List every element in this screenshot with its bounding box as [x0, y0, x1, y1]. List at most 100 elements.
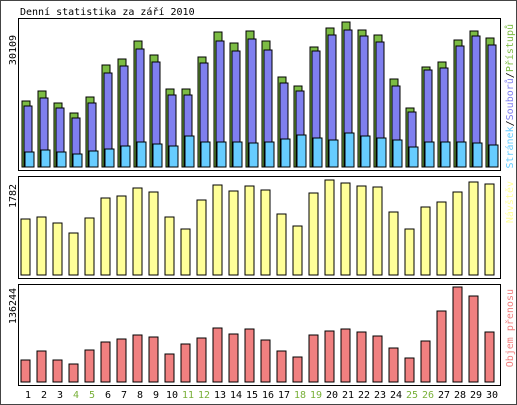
bar-visits-day-18 — [292, 225, 303, 276]
bar-traffic-day-29 — [468, 295, 479, 383]
bar-pages-day-18 — [296, 134, 307, 168]
x-tick-label-day-30: 30 — [486, 390, 498, 401]
y-max-label-traffic: 136244 — [8, 288, 19, 324]
bar-visits-day-28 — [452, 191, 463, 276]
bar-pages-day-24 — [392, 139, 403, 168]
x-tick-label-day-25: 25 — [406, 390, 418, 401]
bar-traffic-day-27 — [436, 310, 447, 383]
bar-visits-day-11 — [180, 228, 191, 276]
bar-traffic-day-6 — [100, 341, 111, 383]
bar-traffic-day-21 — [340, 328, 351, 383]
panel-frame-hits — [18, 18, 501, 171]
legend-hits: Přístupů — [504, 24, 516, 72]
bar-visits-day-9 — [148, 191, 159, 276]
panel-frame-visits — [18, 176, 501, 279]
bar-traffic-day-25 — [404, 357, 415, 383]
bar-pages-day-12 — [200, 141, 211, 168]
x-tick-label-day-13: 13 — [214, 390, 226, 401]
x-tick-label-day-16: 16 — [262, 390, 274, 401]
x-tick-label-day-19: 19 — [310, 390, 322, 401]
bar-traffic-day-2 — [36, 350, 47, 383]
chart-title: Denní statistika za září 2010 — [20, 6, 195, 18]
x-tick-label-day-21: 21 — [342, 390, 354, 401]
bar-pages-day-5 — [88, 150, 99, 168]
bar-pages-day-25 — [408, 146, 419, 168]
bar-pages-day-26 — [424, 141, 435, 168]
bar-pages-day-13 — [216, 141, 227, 168]
bar-visits-day-23 — [372, 186, 383, 276]
y-max-label-visits: 1782 — [8, 184, 19, 208]
bar-pages-day-8 — [136, 141, 147, 168]
bar-traffic-day-28 — [452, 286, 463, 383]
bar-visits-day-19 — [308, 192, 319, 276]
bar-pages-day-19 — [312, 137, 323, 168]
bar-visits-day-5 — [84, 217, 95, 276]
bar-visits-day-13 — [212, 184, 223, 276]
bar-pages-day-14 — [232, 141, 243, 168]
bar-visits-day-30 — [484, 183, 495, 276]
bar-traffic-day-30 — [484, 331, 495, 383]
bar-pages-day-10 — [168, 145, 179, 168]
bar-traffic-day-12 — [196, 337, 207, 383]
bar-visits-day-6 — [100, 197, 111, 276]
bars-visits — [20, 179, 495, 276]
x-tick-label-day-26: 26 — [422, 390, 434, 401]
x-tick-label-day-4: 4 — [73, 390, 79, 401]
legend-pages: Stránek — [504, 126, 516, 168]
bar-pages-day-17 — [280, 138, 291, 168]
bar-traffic-day-10 — [164, 353, 175, 383]
x-tick-label-day-8: 8 — [137, 390, 143, 401]
x-tick-label-day-28: 28 — [454, 390, 466, 401]
bar-traffic-day-7 — [116, 338, 127, 383]
y-max-label-hits: 30109 — [8, 35, 19, 65]
bar-visits-day-21 — [340, 182, 351, 276]
bar-pages-day-29 — [472, 142, 483, 168]
bar-traffic-day-26 — [420, 340, 431, 383]
bar-visits-day-25 — [404, 228, 415, 276]
bars-hits-files-pages — [21, 21, 499, 168]
bar-traffic-day-4 — [68, 363, 79, 383]
x-tick-label-day-9: 9 — [153, 390, 159, 401]
bar-visits-day-17 — [276, 213, 287, 276]
bar-traffic-day-9 — [148, 336, 159, 383]
bar-pages-day-15 — [248, 142, 259, 168]
bars-traffic — [20, 286, 495, 383]
bar-pages-day-7 — [120, 145, 131, 168]
bar-traffic-day-16 — [260, 339, 271, 383]
bar-traffic-day-3 — [52, 359, 63, 383]
legend-separator: / — [505, 120, 516, 126]
bar-traffic-day-14 — [228, 333, 239, 383]
bar-pages-day-20 — [328, 139, 339, 168]
bar-traffic-day-24 — [388, 347, 399, 383]
bar-visits-day-16 — [260, 189, 271, 276]
bar-pages-day-28 — [456, 141, 467, 168]
legend-hits-files-pages: Stránek/Souborů/Přístupů — [504, 24, 516, 169]
bar-visits-day-24 — [388, 211, 399, 276]
x-tick-label-day-14: 14 — [230, 390, 242, 401]
legend-visits: Návštěv — [504, 181, 516, 223]
x-tick-label-day-18: 18 — [294, 390, 306, 401]
bar-pages-day-9 — [152, 143, 163, 168]
bar-visits-day-12 — [196, 199, 207, 276]
bar-visits-day-3 — [52, 222, 63, 276]
x-tick-label-day-27: 27 — [438, 390, 450, 401]
x-axis-day-labels: 1 2 3 4 5 6 7 8 9 10 11 12 13 14 15 16 17 18 19 20 21 22 23 24 2… — [25, 390, 498, 401]
panel-traffic: 136244 Objem přenosu — [8, 284, 516, 386]
bar-traffic-day-15 — [244, 328, 255, 383]
bar-pages-day-11 — [184, 135, 195, 168]
x-tick-label-day-3: 3 — [57, 390, 63, 401]
bar-visits-day-15 — [244, 185, 255, 276]
x-tick-label-day-11: 11 — [182, 390, 194, 401]
x-tick-label-day-10: 10 — [166, 390, 178, 401]
legend-traffic: Objem přenosu — [504, 289, 516, 367]
bar-traffic-day-20 — [324, 330, 335, 383]
legend-files: Souborů — [504, 78, 516, 120]
x-tick-label-day-24: 24 — [390, 390, 402, 401]
bar-pages-day-23 — [376, 137, 387, 168]
x-tick-label-day-20: 20 — [326, 390, 338, 401]
bar-visits-day-20 — [324, 179, 335, 276]
panel-frame-traffic — [18, 284, 501, 386]
bar-traffic-day-11 — [180, 343, 191, 383]
bar-pages-day-16 — [264, 141, 275, 168]
